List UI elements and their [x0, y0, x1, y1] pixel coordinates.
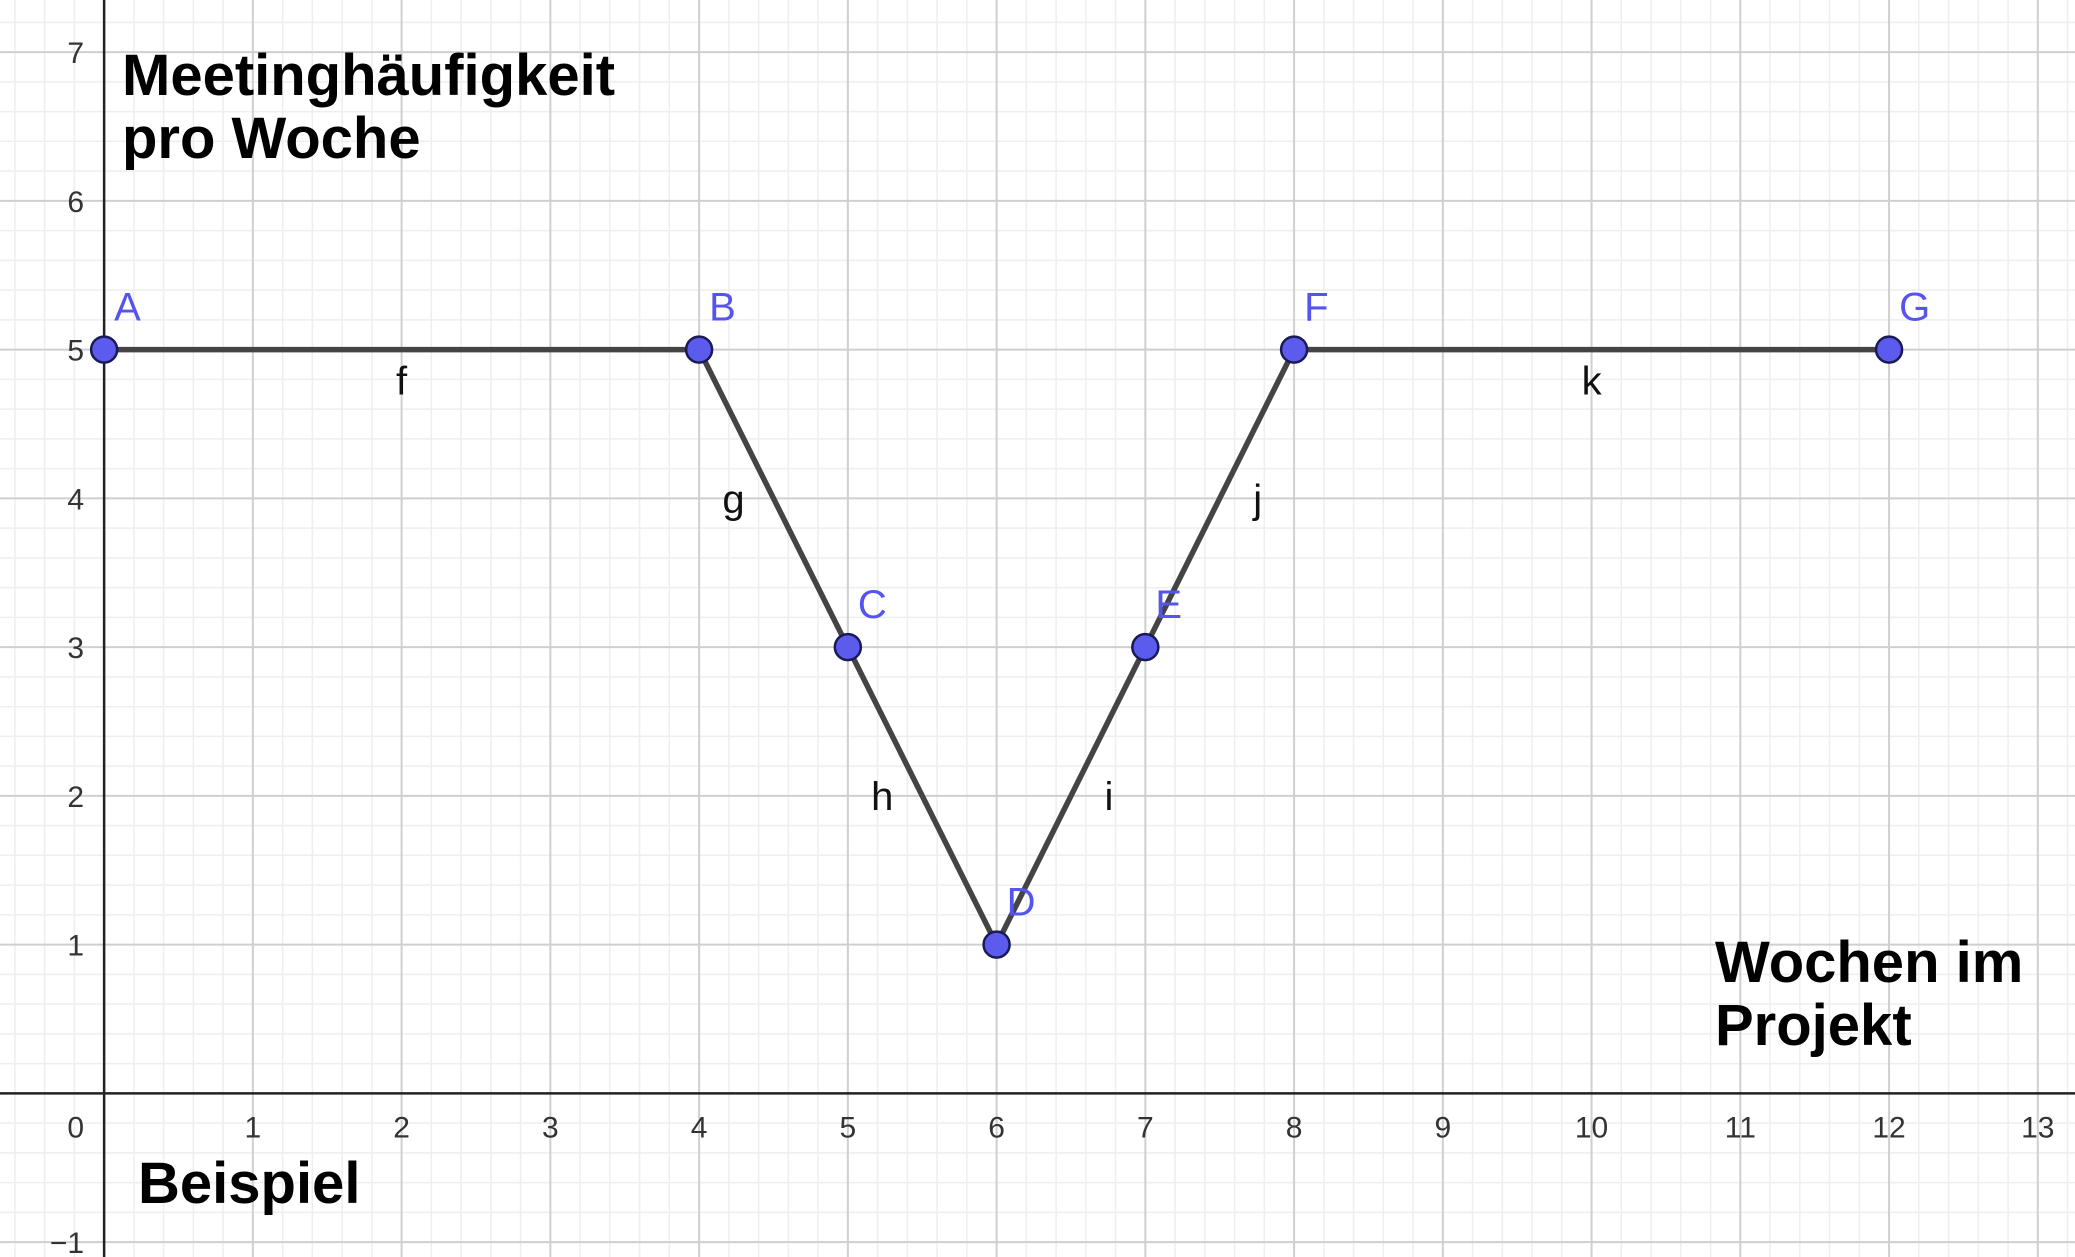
x-tick-label: 11: [1725, 1111, 1756, 1144]
segment-j: [1142, 346, 1297, 650]
x-tick-label: 4: [691, 1111, 708, 1144]
point-G: [1874, 335, 1904, 364]
y-tick-label: 3: [67, 632, 84, 665]
x-tick-label: 9: [1434, 1111, 1451, 1144]
chart-caption: Beispiel: [138, 1151, 360, 1216]
y-tick-label: 2: [67, 781, 84, 814]
point-label-C: C: [858, 583, 887, 627]
point-B: [684, 335, 714, 364]
segment-label-i: i: [1105, 775, 1114, 819]
point-label-E: E: [1155, 583, 1182, 627]
x-tick-label: 5: [840, 1111, 857, 1144]
x-tick-label: 7: [1137, 1111, 1154, 1144]
x-tick-label: 3: [542, 1111, 559, 1144]
x-axis-label-line1: Wochen im: [1715, 930, 2023, 995]
x-tick-label: 8: [1286, 1111, 1303, 1144]
segment-label-h: h: [871, 775, 893, 819]
y-tick-label: 7: [67, 37, 84, 70]
segment-g: [696, 346, 851, 650]
x-tick-label: 10: [1575, 1111, 1608, 1144]
segment-label-f: f: [396, 360, 408, 404]
segment-label-k: k: [1582, 360, 1603, 404]
y-tick-label: 5: [67, 335, 84, 368]
point-label-A: A: [114, 286, 141, 330]
x-tick-label: 2: [393, 1111, 410, 1144]
segment-label-g: g: [722, 477, 744, 521]
point-C: [833, 632, 863, 662]
y-tick-label: 4: [67, 483, 84, 516]
x-tick-label: 13: [2021, 1111, 2054, 1144]
point-label-D: D: [1007, 881, 1036, 925]
x-axis-label-line2: Projekt: [1715, 993, 1912, 1058]
y-tick-label: −1: [50, 1227, 84, 1257]
segment-label-j: j: [1252, 477, 1262, 521]
x-tick-label: 6: [988, 1111, 1005, 1144]
point-D: [982, 930, 1011, 959]
point-E: [1131, 632, 1160, 662]
y-tick-label: 6: [67, 186, 84, 219]
point-A: [89, 335, 119, 364]
y-axis-label-line1: Meetinghäufigkeit: [122, 43, 615, 108]
point-label-B: B: [709, 286, 736, 330]
segment-i: [993, 644, 1149, 948]
segment-labels: f g h i j k: [396, 360, 1603, 819]
x-tick-label: 12: [1872, 1111, 1905, 1144]
x-tick-label: 1: [245, 1111, 262, 1144]
segment-h: [845, 644, 1000, 948]
y-axis-label-line2: pro Woche: [122, 106, 421, 171]
segments: [101, 346, 1892, 948]
origin-tick-label: 0: [67, 1111, 84, 1144]
points: [89, 335, 1904, 959]
point-labels: A B C D E F G: [114, 286, 1930, 925]
point-F: [1279, 335, 1309, 364]
y-tick-label: 1: [67, 930, 84, 963]
point-label-F: F: [1304, 286, 1328, 330]
point-label-G: G: [1899, 286, 1930, 330]
